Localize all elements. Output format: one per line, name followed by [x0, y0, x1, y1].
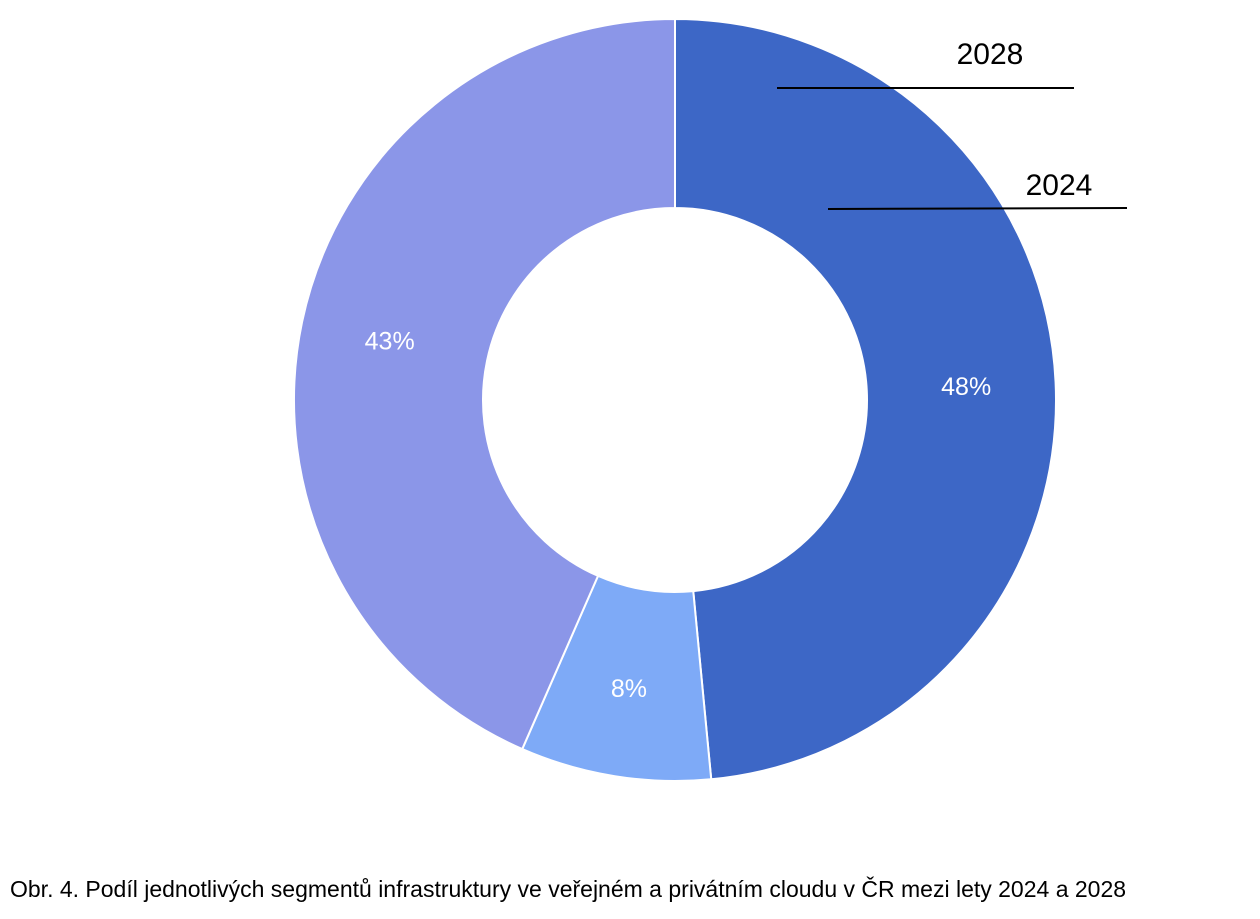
- slice-label-8: 8%: [611, 675, 647, 703]
- donut-slice-48: [674, 17, 1057, 781]
- annotation-2024: 2024: [1026, 169, 1093, 202]
- slice-labels-group: 48% 8% 43%: [365, 327, 992, 703]
- slice-label-48: 48%: [941, 373, 991, 401]
- donut-chart: 48% 8% 43% 2028 2024: [293, 17, 1128, 782]
- annotation-line-2024: [827, 207, 1128, 210]
- figure-caption: Obr. 4. Podíl jednotlivých segmentů infr…: [10, 876, 1127, 902]
- slice-label-43: 43%: [365, 327, 415, 355]
- annotation-2028: 2028: [957, 38, 1024, 71]
- donut-slice-43: [293, 17, 676, 751]
